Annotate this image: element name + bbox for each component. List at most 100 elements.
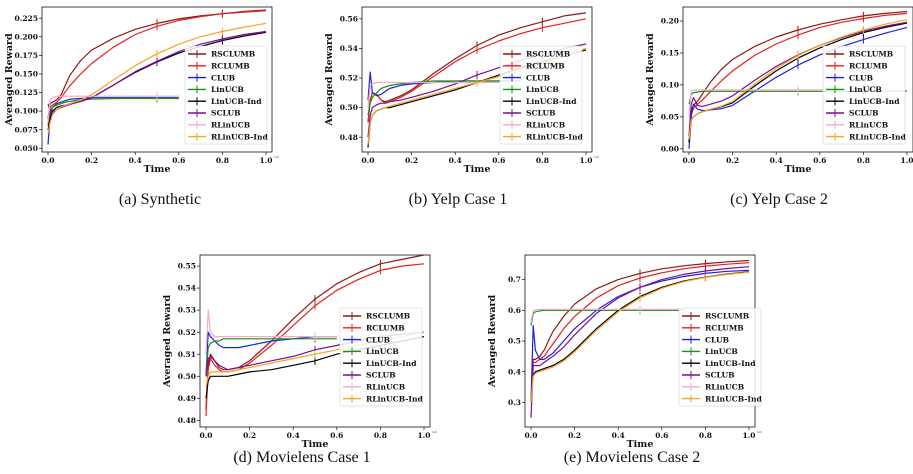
legend-entry: SCLUB xyxy=(211,109,241,118)
series-line-rlinucb xyxy=(530,308,684,323)
x-axis-label: Time xyxy=(464,164,491,175)
legend-entry: CLUB xyxy=(705,335,729,344)
series-line-club xyxy=(688,26,908,149)
x-scale-marker: 1e6 xyxy=(757,430,762,434)
x-tick-label: 0.0 xyxy=(682,156,695,165)
legend-entry: LinUCB xyxy=(526,85,559,94)
legend-entry: RLinUCB-Ind xyxy=(526,132,584,141)
x-tick-label: 1.0 xyxy=(579,156,592,165)
y-tick-label: 0.48 xyxy=(340,133,358,142)
x-tick-label: 0.8 xyxy=(216,156,229,165)
legend-entry: LinUCB xyxy=(211,85,244,94)
subfigure-caption: (c) Yelp Case 2 xyxy=(730,191,828,208)
plot-frame xyxy=(41,6,273,153)
legend-entry: SCLUB xyxy=(849,109,879,118)
legend-box xyxy=(339,307,423,407)
series-line-linucb xyxy=(530,309,684,326)
legend-box xyxy=(499,45,583,145)
y-tick-label: 0.225 xyxy=(15,14,39,23)
legend-box xyxy=(822,45,906,145)
plot-frame xyxy=(199,254,431,428)
y-tick-label: 0.20 xyxy=(661,17,679,26)
y-axis-label: Averaged Reward xyxy=(162,295,173,389)
x-tick-label: 1.0 xyxy=(259,156,272,165)
y-tick-label: 0.54 xyxy=(178,284,196,293)
y-tick-label: 0.175 xyxy=(15,51,39,60)
series-line-sclub xyxy=(688,21,908,137)
legend-box xyxy=(184,45,268,145)
series-line-linucb xyxy=(47,97,179,119)
series-line-sclub xyxy=(530,266,750,418)
series-line-rclumb xyxy=(530,262,750,403)
x-tick-label: 0.6 xyxy=(655,431,668,440)
x-tick-label: 0.0 xyxy=(524,431,537,440)
y-tick-label: 0.3 xyxy=(508,398,521,407)
x-tick-label: 0.4 xyxy=(287,431,300,440)
x-tick-label: 0.8 xyxy=(857,156,870,165)
legend-entry: SCLUB xyxy=(705,371,735,380)
plot-frame xyxy=(682,6,913,153)
x-tick-label: 0.4 xyxy=(129,156,142,165)
legend-entry: CLUB xyxy=(366,335,390,344)
legend-entry: RLinUCB-Ind xyxy=(705,394,763,403)
x-tick-label: 0.2 xyxy=(85,156,98,165)
legend-entry: RCLUMB xyxy=(526,62,565,71)
legend-entry: RSCLUMB xyxy=(849,50,893,59)
plot-frame xyxy=(361,6,593,153)
y-tick-label: 0.54 xyxy=(340,44,358,53)
x-tick-label: 1.0 xyxy=(417,431,430,440)
y-axis-label: Averaged Reward xyxy=(4,33,15,127)
legend-entry: RLinUCB xyxy=(211,121,250,130)
x-scale-marker: 1e6 xyxy=(432,430,437,434)
legend-entry: RCLUMB xyxy=(705,324,744,333)
legend-entry: CLUB xyxy=(211,73,235,82)
y-tick-label: 0.52 xyxy=(340,74,358,83)
x-axis-label: Time xyxy=(302,439,329,450)
y-tick-label: 0.7 xyxy=(508,275,521,284)
legend-entry: LinUCB-Ind xyxy=(211,97,262,106)
legend-entry: CLUB xyxy=(849,73,873,82)
x-tick-label: 0.8 xyxy=(536,156,549,165)
y-tick-label: 0.100 xyxy=(15,107,39,116)
legend-entry: RCLUMB xyxy=(211,62,250,71)
legend-entry: RSCLUMB xyxy=(366,312,410,321)
x-axis-label: Time xyxy=(627,439,654,450)
chart-panel-4: 0.48 0.49 0.50 0.51 0.52 0.53 0.54 0.55 0.0 0.2 0.… xyxy=(162,254,437,466)
legend-entry: LinUCB-Ind xyxy=(849,97,900,106)
legend-entry: LinUCB-Ind xyxy=(705,359,756,368)
series-line-rclumb xyxy=(688,12,908,143)
legend-entry: RSCLUMB xyxy=(705,312,749,321)
legend-entry: LinUCB-Ind xyxy=(526,97,577,106)
legend-entry: RSCLUMB xyxy=(211,50,255,59)
legend-entry: RLinUCB xyxy=(705,383,744,392)
legend-entry: RCLUMB xyxy=(849,62,888,71)
legend-entry: CLUB xyxy=(526,73,550,82)
y-tick-label: 0.56 xyxy=(340,14,358,23)
legend-entry: RLinUCB-Ind xyxy=(849,132,907,141)
chart-panel-5: 0.3 0.4 0.5 0.6 0.7 0.0 0.2 0.4 0.6 0.8 1.0 Time Ave… xyxy=(487,254,763,466)
series-line-club xyxy=(530,269,750,403)
x-tick-label: 0.0 xyxy=(199,431,212,440)
y-tick-label: 0.15 xyxy=(661,49,679,58)
legend-entry: LinUCB-Ind xyxy=(366,359,417,368)
series-line-rlinucb xyxy=(205,309,337,355)
chart-panel-3: 0.00 0.05 0.10 0.15 0.20 0.0 0.2 0.4 0.6 0.8 1.0 Ti… xyxy=(645,6,913,208)
x-tick-label: 0.4 xyxy=(770,156,783,165)
subfigure-caption: (d) Movielens Case 1 xyxy=(233,449,370,466)
y-tick-label: 0.050 xyxy=(15,144,39,153)
x-tick-label: 0.2 xyxy=(405,156,418,165)
y-tick-label: 0.50 xyxy=(178,372,196,381)
chart-panel-2: 0.48 0.50 0.52 0.54 0.56 0.0 0.2 0.4 0.6 0.8 1.0 Ti… xyxy=(324,6,599,208)
y-tick-label: 0.05 xyxy=(661,112,679,121)
y-tick-label: 0.00 xyxy=(661,144,679,153)
series-line-rlinucb xyxy=(367,81,499,108)
series-line-rlinucb-ind xyxy=(530,271,750,403)
y-tick-label: 0.5 xyxy=(508,337,521,346)
x-tick-label: 0.2 xyxy=(568,431,581,440)
subfigure-caption: (e) Movielens Case 2 xyxy=(564,449,700,466)
x-tick-label: 0.0 xyxy=(361,156,374,165)
x-tick-label: 0.4 xyxy=(449,156,462,165)
series-line-linucb xyxy=(367,80,521,116)
x-tick-label: 1.0 xyxy=(900,156,913,165)
legend-entry: SCLUB xyxy=(526,109,556,118)
